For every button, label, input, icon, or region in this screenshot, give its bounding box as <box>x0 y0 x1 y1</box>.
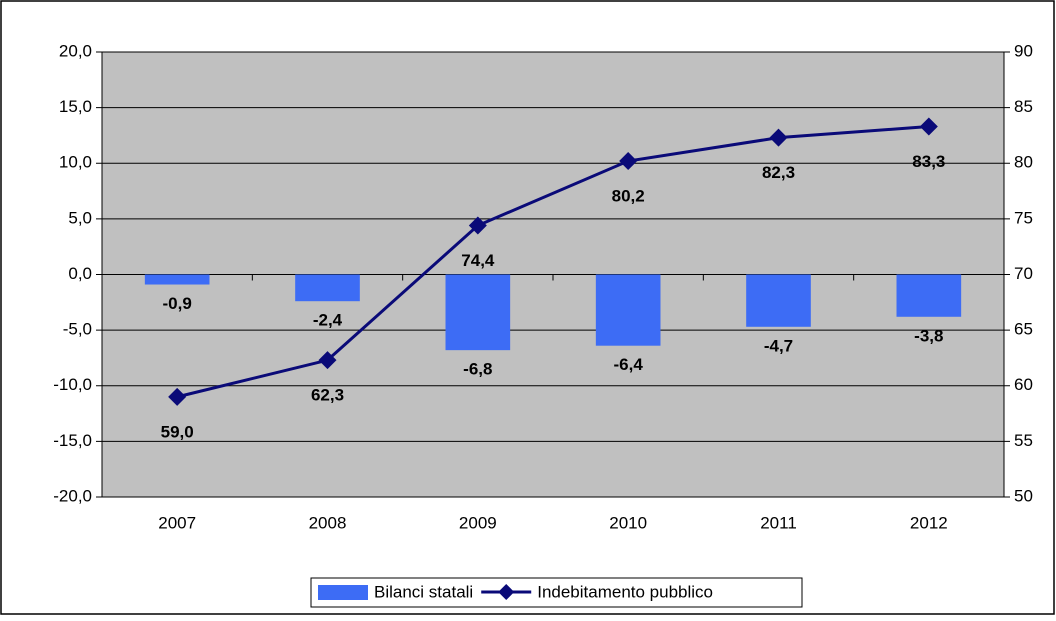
x-tick-label: 2009 <box>459 513 497 532</box>
bar-value-label: -6,4 <box>614 355 644 374</box>
bar <box>595 274 661 346</box>
bar <box>295 274 360 302</box>
bar <box>445 274 511 351</box>
bar-value-label: -3,8 <box>914 326 943 345</box>
line-marker <box>318 351 337 370</box>
legend: Bilanci statali Indebitamento pubblico <box>310 577 803 608</box>
y2-tick-label: 75 <box>1014 208 1033 227</box>
y-tick-label: 15,0 <box>59 97 92 116</box>
line-value-label: 74,4 <box>461 251 495 270</box>
line-marker <box>168 387 187 406</box>
bar-value-label: -2,4 <box>313 311 343 330</box>
y-tick-label: -10,0 <box>53 375 92 394</box>
y2-tick-label: 85 <box>1014 97 1033 116</box>
y2-tick-label: 60 <box>1014 375 1033 394</box>
bar <box>896 274 962 317</box>
x-tick-label: 2011 <box>760 513 797 532</box>
x-tick-label: 2008 <box>309 513 347 532</box>
bar <box>144 274 210 285</box>
y2-tick-label: 70 <box>1014 264 1033 283</box>
line-value-label: 59,0 <box>161 422 194 441</box>
y2-tick-label: 65 <box>1014 320 1033 339</box>
legend-marker <box>498 584 515 600</box>
y2-tick-label: 50 <box>1014 486 1033 505</box>
line-marker <box>919 117 938 136</box>
line-value-label: 82,3 <box>762 163 795 182</box>
y-tick-label: 5,0 <box>68 208 92 227</box>
bar-value-label: -6,8 <box>463 360 492 379</box>
line-marker <box>769 128 788 147</box>
y-tick-label: 20,0 <box>59 41 92 60</box>
legend-label: Bilanci statali <box>374 582 473 601</box>
y2-tick-label: 90 <box>1014 41 1033 60</box>
bar <box>746 274 811 327</box>
y-tick-label: 10,0 <box>59 153 92 172</box>
y-tick-label: -15,0 <box>53 431 92 450</box>
x-tick-label: 2012 <box>910 513 948 532</box>
line <box>176 125 929 399</box>
y-tick-label: 0,0 <box>68 264 92 283</box>
legend-label: Indebitamento pubblico <box>537 582 713 601</box>
line-marker <box>468 216 487 235</box>
y-tick-label: -20,0 <box>53 486 92 505</box>
bar-value-label: -4,7 <box>764 336 793 355</box>
line-marker <box>619 152 638 171</box>
line-value-label: 62,3 <box>311 386 344 405</box>
x-tick-label: 2007 <box>158 513 196 532</box>
y2-tick-label: 55 <box>1014 431 1033 450</box>
legend-box <box>310 577 803 608</box>
y-tick-label: -5,0 <box>63 320 92 339</box>
y2-tick-label: 80 <box>1014 153 1033 172</box>
legend-swatch <box>318 585 368 600</box>
x-tick-label: 2010 <box>609 513 647 532</box>
line-value-label: 83,3 <box>912 152 945 171</box>
line-value-label: 80,2 <box>612 187 645 206</box>
bar-value-label: -0,9 <box>163 294 192 313</box>
